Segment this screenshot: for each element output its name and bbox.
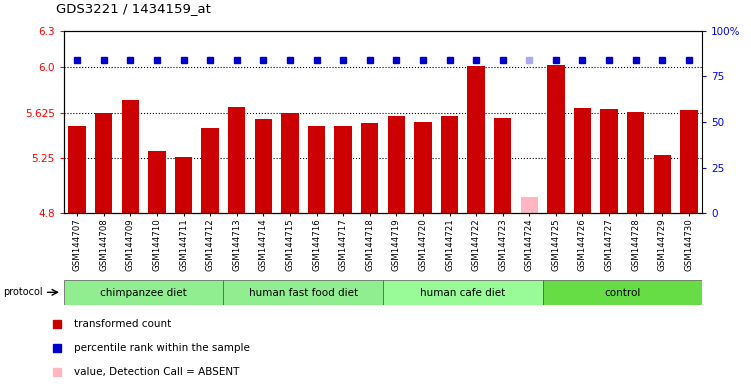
Bar: [415, 122, 432, 213]
Bar: [64, 280, 224, 305]
Text: GSM144720: GSM144720: [418, 218, 427, 271]
Text: GSM144725: GSM144725: [551, 218, 560, 271]
Bar: [308, 126, 325, 213]
Bar: [388, 116, 405, 213]
Bar: [653, 155, 671, 213]
Bar: [255, 119, 272, 213]
Text: GSM144717: GSM144717: [339, 218, 348, 271]
Text: GSM144718: GSM144718: [365, 218, 374, 271]
Text: chimpanzee diet: chimpanzee diet: [100, 288, 187, 298]
Text: GSM144715: GSM144715: [285, 218, 294, 271]
Text: transformed count: transformed count: [74, 319, 171, 329]
Bar: [282, 113, 299, 213]
Text: GSM144729: GSM144729: [658, 218, 667, 271]
Text: GSM144707: GSM144707: [73, 218, 82, 271]
Text: percentile rank within the sample: percentile rank within the sample: [74, 343, 249, 354]
Bar: [601, 109, 618, 213]
Text: GSM144711: GSM144711: [179, 218, 188, 271]
Text: GSM144726: GSM144726: [578, 218, 587, 271]
Bar: [383, 280, 542, 305]
Text: GSM144730: GSM144730: [684, 218, 693, 271]
Bar: [627, 112, 644, 213]
Bar: [201, 128, 219, 213]
Text: GSM144708: GSM144708: [99, 218, 108, 271]
Text: GSM144709: GSM144709: [126, 218, 135, 271]
Bar: [680, 110, 698, 213]
Bar: [547, 65, 565, 213]
Text: GSM144719: GSM144719: [392, 218, 401, 271]
Text: GSM144716: GSM144716: [312, 218, 321, 271]
Bar: [520, 197, 538, 213]
Text: GSM144728: GSM144728: [631, 218, 640, 271]
Bar: [361, 122, 379, 213]
Text: value, Detection Call = ABSENT: value, Detection Call = ABSENT: [74, 367, 239, 377]
Text: GSM144722: GSM144722: [472, 218, 481, 271]
Text: GSM144721: GSM144721: [445, 218, 454, 271]
Text: GSM144713: GSM144713: [232, 218, 241, 271]
Bar: [441, 116, 458, 213]
Bar: [224, 280, 383, 305]
Text: GSM144723: GSM144723: [498, 218, 507, 271]
Bar: [334, 126, 351, 213]
Text: human cafe diet: human cafe diet: [420, 288, 505, 298]
Bar: [467, 66, 484, 213]
Bar: [175, 157, 192, 213]
Bar: [122, 100, 139, 213]
Text: GDS3221 / 1434159_at: GDS3221 / 1434159_at: [56, 2, 211, 15]
Bar: [574, 108, 591, 213]
Bar: [543, 280, 702, 305]
Text: GSM144710: GSM144710: [152, 218, 161, 271]
Bar: [228, 107, 246, 213]
Text: GSM144724: GSM144724: [525, 218, 534, 271]
Text: protocol: protocol: [3, 287, 43, 297]
Text: GSM144712: GSM144712: [206, 218, 215, 271]
Text: GSM144714: GSM144714: [259, 218, 268, 271]
Text: human fast food diet: human fast food diet: [249, 288, 357, 298]
Bar: [148, 151, 165, 213]
Text: GSM144727: GSM144727: [605, 218, 614, 271]
Bar: [68, 126, 86, 213]
Bar: [494, 118, 511, 213]
Bar: [95, 113, 113, 213]
Text: control: control: [605, 288, 641, 298]
